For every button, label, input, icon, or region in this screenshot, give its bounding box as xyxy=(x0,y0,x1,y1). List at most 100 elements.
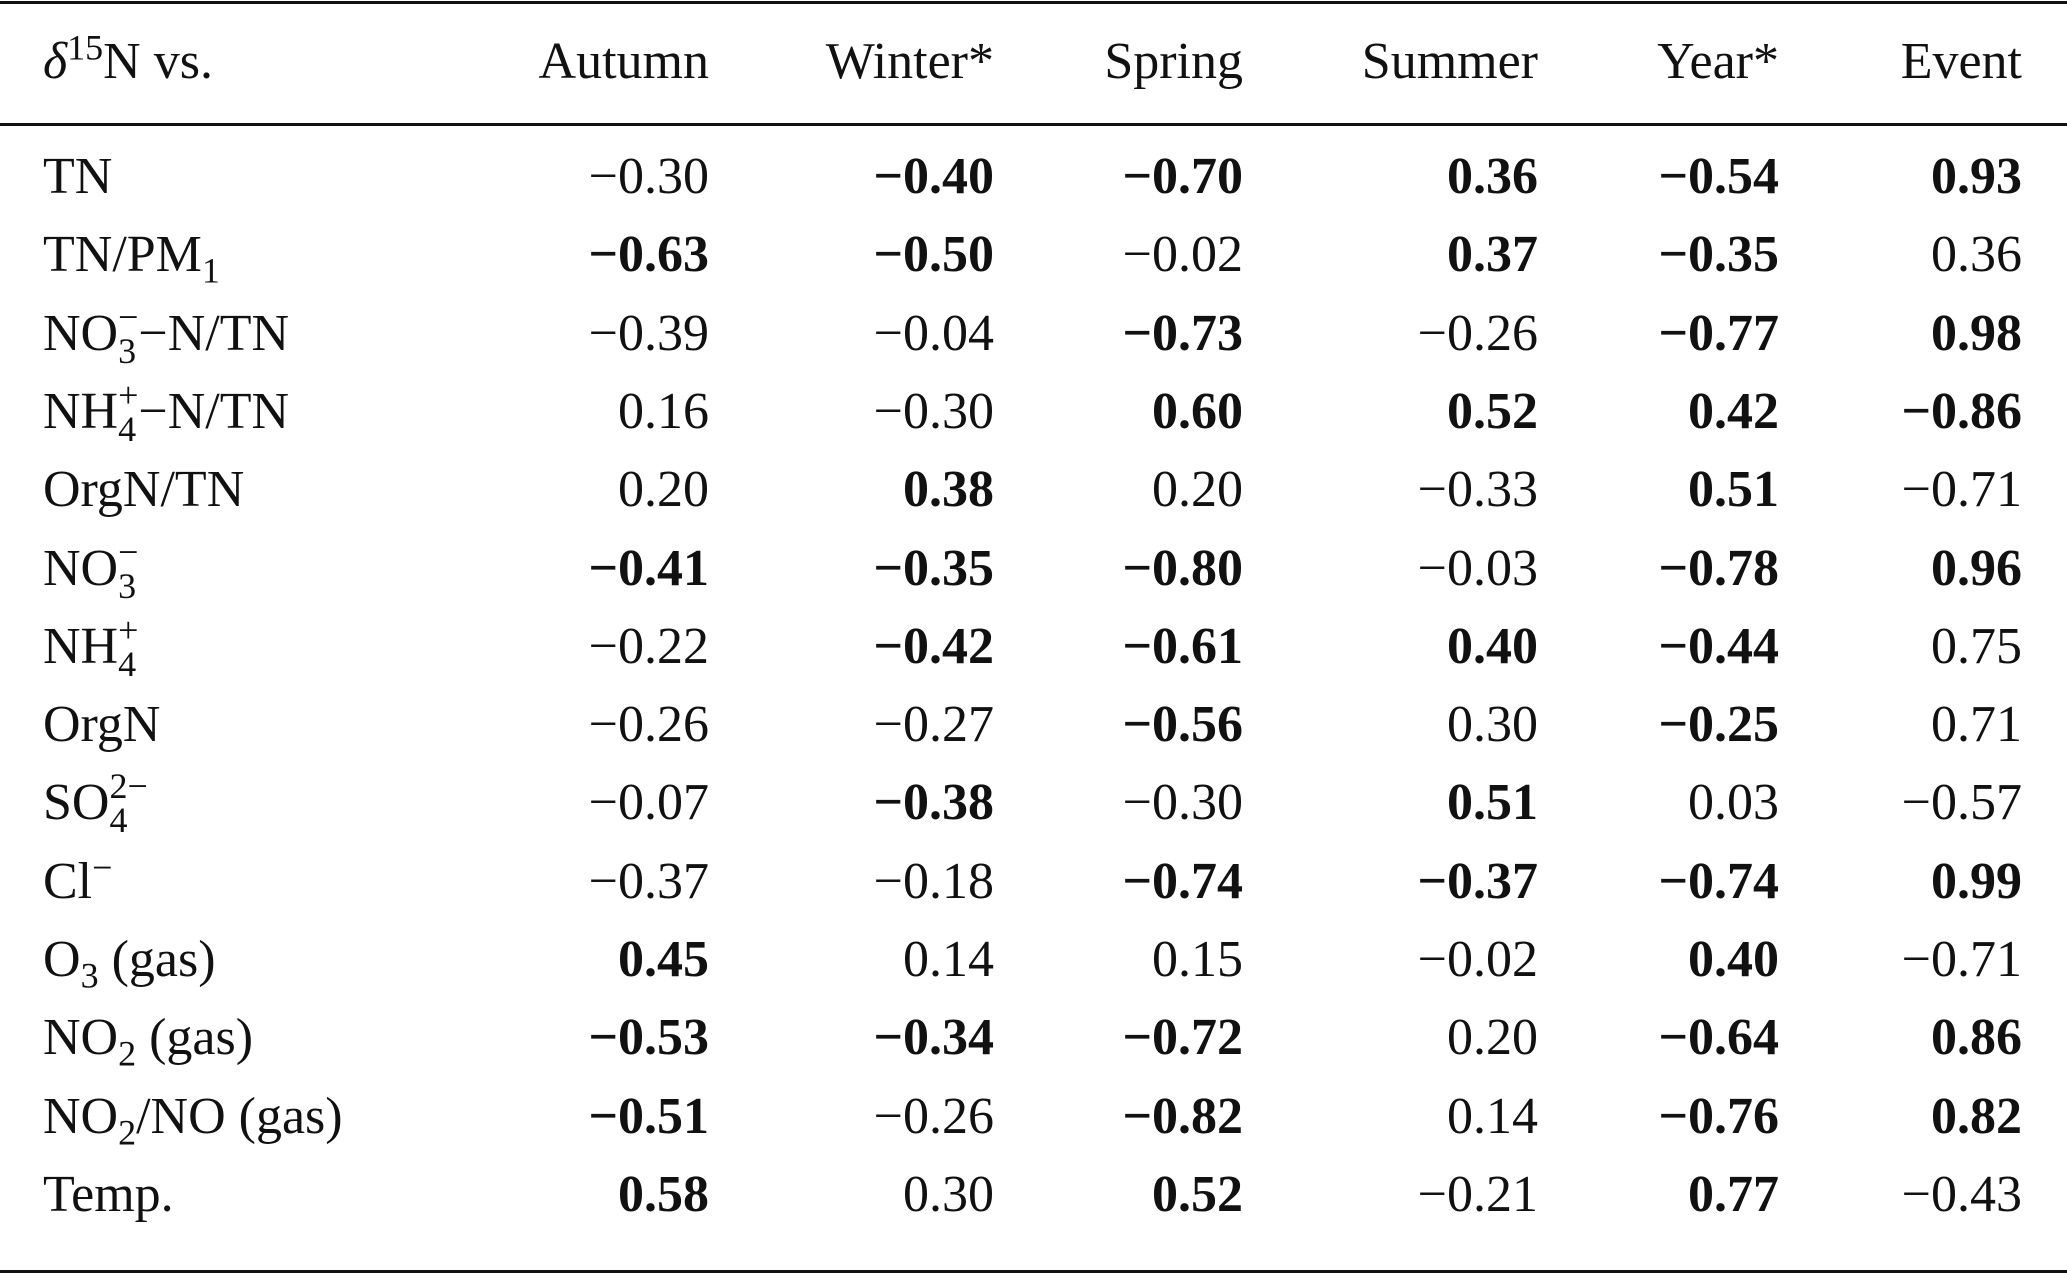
row-label: TN xyxy=(43,138,112,216)
label-text: TN/PM xyxy=(43,226,202,284)
table-cell: −0.53 xyxy=(588,1009,709,1067)
table-cell: 0.86 xyxy=(1931,1009,2022,1067)
table-cell: 0.93 xyxy=(1931,148,2022,205)
row-label: NH +4 −N/TN xyxy=(43,373,289,451)
table-cell: −0.43 xyxy=(1901,1165,2022,1223)
row-label: SO 2− 4 xyxy=(43,764,148,842)
table-cell: 0.30 xyxy=(1447,696,1538,754)
superscript: + xyxy=(118,374,139,415)
superscript: − xyxy=(118,531,139,572)
top-rule xyxy=(0,1,2067,4)
subscript: 3 xyxy=(118,330,137,371)
table-cell: 0.38 xyxy=(903,461,994,519)
table-cell: −0.73 xyxy=(1122,304,1243,362)
table-cell: −0.30 xyxy=(1122,774,1243,832)
label-text: (gas) xyxy=(98,931,216,988)
table-cell: −0.34 xyxy=(873,1009,994,1067)
table-cell: 0.14 xyxy=(903,931,994,988)
subscript: 4 xyxy=(118,408,137,449)
superscript: 2− xyxy=(109,766,148,807)
table-cell: 0.40 xyxy=(1688,931,1779,988)
row-label: NO2 (gas) xyxy=(43,999,253,1077)
table-cell: 0.82 xyxy=(1931,1087,2022,1145)
label-text: O xyxy=(43,931,81,988)
label-text: NO xyxy=(43,539,119,597)
label-text: −N/TN xyxy=(138,304,290,362)
column-header-4: Year* xyxy=(1657,33,1779,90)
table-cell: −0.40 xyxy=(873,148,994,205)
table-cell: 0.77 xyxy=(1688,1165,1779,1223)
label-text: (gas) xyxy=(136,1009,254,1067)
table-row: SO 2− 4 −0.07 −0.38 −0.30 0.51 0.03 −0.57 xyxy=(0,764,2067,842)
table-cell: −0.74 xyxy=(1122,852,1243,910)
table-cell: 0.99 xyxy=(1931,852,2022,910)
charge-subscript-stack: +4 xyxy=(118,374,139,449)
table-cell: −0.57 xyxy=(1901,774,2022,832)
table-cell: 0.71 xyxy=(1931,696,2022,754)
table-cell: −0.56 xyxy=(1122,696,1243,754)
table-row: TN/PM1 −0.63 −0.50 −0.02 0.37 −0.35 0.36 xyxy=(0,216,2067,294)
table-cell: −0.80 xyxy=(1122,539,1243,597)
row-label: Temp. xyxy=(43,1156,174,1234)
table-row: OrgN/TN 0.20 0.38 0.20 −0.33 0.51 −0.71 xyxy=(0,451,2067,529)
row-label: Cl− xyxy=(43,843,112,921)
table-cell: −0.26 xyxy=(588,696,709,754)
label-text: Temp. xyxy=(43,1165,174,1223)
table-cell: −0.22 xyxy=(588,617,709,675)
row-label: O3 (gas) xyxy=(43,921,216,999)
table-cell: −0.64 xyxy=(1658,1009,1779,1067)
table-cell: −0.26 xyxy=(1417,304,1538,362)
label-text: NH xyxy=(43,382,119,440)
table-cell: −0.30 xyxy=(588,148,709,205)
table-cell: −0.02 xyxy=(1417,931,1538,988)
row-label: NO2/NO (gas) xyxy=(43,1078,343,1156)
table-cell: −0.35 xyxy=(1658,226,1779,284)
column-header-3: Summer xyxy=(1361,33,1538,90)
subscript: 3 xyxy=(80,955,99,996)
row-label: TN/PM1 xyxy=(43,216,220,294)
label-text: NO xyxy=(43,1009,119,1067)
table-cell: −0.37 xyxy=(588,852,709,910)
label-text: SO xyxy=(43,774,110,832)
table-cell: 0.45 xyxy=(618,931,709,988)
table-cell: 0.30 xyxy=(903,1165,994,1223)
table-cell: 0.40 xyxy=(1447,617,1538,675)
subscript: 3 xyxy=(118,565,137,606)
charge-subscript-stack: −3 xyxy=(118,296,139,371)
table-cell: 0.36 xyxy=(1931,226,2022,284)
table-cell: 0.96 xyxy=(1931,539,2022,597)
label-text: TN xyxy=(43,148,113,205)
table-cell: −0.71 xyxy=(1901,461,2022,519)
table-cell: −0.39 xyxy=(588,304,709,362)
table-cell: −0.18 xyxy=(873,852,994,910)
table-cell: 0.16 xyxy=(618,382,709,440)
table-cell: 0.20 xyxy=(1152,461,1243,519)
label-text: /NO (gas) xyxy=(136,1087,343,1145)
table-row: TN −0.30 −0.40 −0.70 0.36 −0.54 0.93 xyxy=(0,138,2067,216)
subscript: 4 xyxy=(109,800,128,841)
table-cell: −0.35 xyxy=(873,539,994,597)
subscript: 2 xyxy=(118,1033,137,1074)
table-cell: −0.27 xyxy=(873,696,994,754)
table-row: Cl− −0.37 −0.18 −0.74 −0.37 −0.74 0.99 xyxy=(0,843,2067,921)
table-cell: −0.26 xyxy=(873,1087,994,1145)
table-cell: 0.75 xyxy=(1931,617,2022,675)
superscript: 15 xyxy=(67,27,104,68)
table-cell: 0.15 xyxy=(1152,931,1243,988)
label-text: OrgN xyxy=(43,696,161,754)
table-cell: −0.02 xyxy=(1122,226,1243,284)
table-cell: −0.70 xyxy=(1122,148,1243,205)
table-row: NO −3 −0.41 −0.35 −0.80 −0.03 −0.78 0.96 xyxy=(0,530,2067,608)
label-text: NH xyxy=(43,617,119,675)
table-cell: −0.41 xyxy=(588,539,709,597)
table-cell: −0.38 xyxy=(873,774,994,832)
charge-subscript-stack: −3 xyxy=(118,531,139,606)
charge-subscript-stack: +4 xyxy=(118,612,138,682)
header-label: δ15N vs. xyxy=(43,23,213,101)
table-cell: −0.37 xyxy=(1417,852,1538,910)
table-cell: 0.58 xyxy=(618,1165,709,1223)
header-row: δ15N vs. Autumn Winter* Spring Summer Year* Ev… xyxy=(0,23,2067,101)
superscript: − xyxy=(118,296,139,337)
table-cell: −0.51 xyxy=(588,1087,709,1145)
table-cell: −0.33 xyxy=(1417,461,1538,519)
